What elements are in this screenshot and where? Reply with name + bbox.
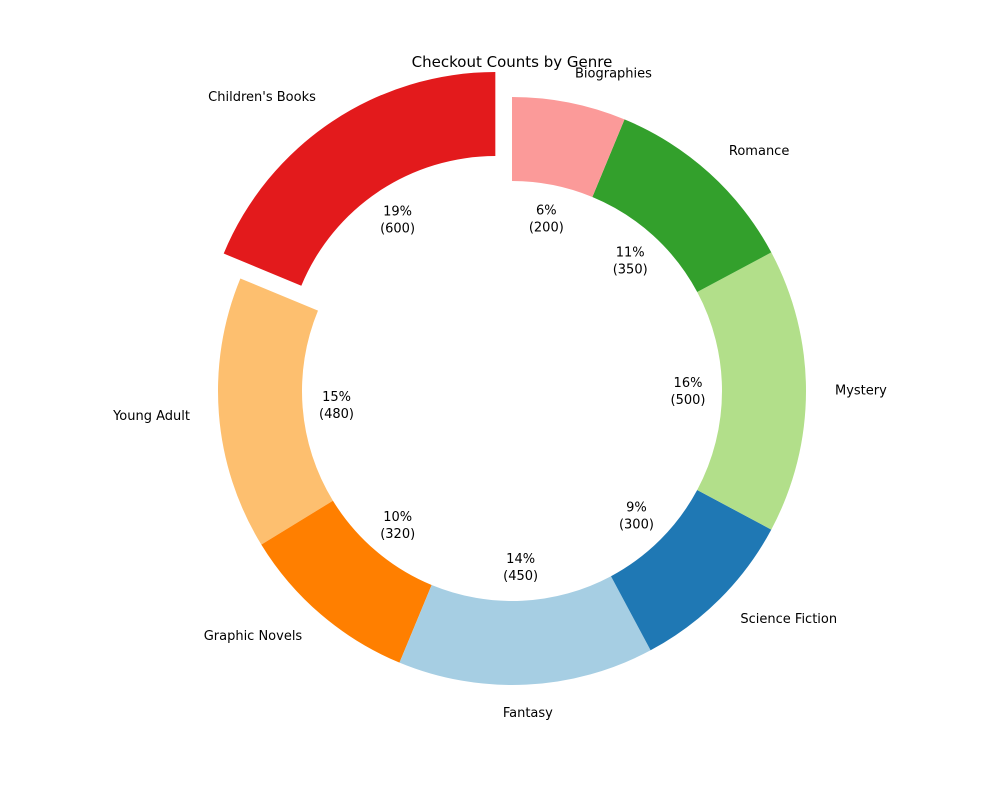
slice-mystery — [697, 252, 806, 530]
count-value: (350) — [613, 263, 648, 278]
category-label-romance: Romance — [729, 144, 789, 159]
count-value: (300) — [619, 517, 654, 532]
slices-layer — [218, 72, 806, 685]
category-label-fantasy: Fantasy — [503, 706, 553, 721]
slice-graphic-novels — [261, 500, 432, 663]
pct-label-science-fiction: 9% (300) — [619, 500, 654, 532]
count-value: (320) — [380, 527, 415, 542]
category-label-graphic-novels: Graphic Novels — [204, 629, 303, 644]
pct-label-romance: 11% (350) — [613, 246, 648, 278]
slice-children-s-books — [223, 72, 496, 286]
slice-romance — [592, 119, 772, 293]
count-value: (200) — [529, 220, 564, 235]
pct-value: 19% — [383, 205, 412, 220]
pct-label-young-adult: 15% (480) — [319, 390, 354, 422]
pct-value: 10% — [383, 510, 412, 525]
category-label-science-fiction: Science Fiction — [740, 612, 837, 627]
slice-science-fiction — [610, 489, 772, 651]
slice-young-adult — [218, 278, 333, 545]
pct-label-mystery: 16% (500) — [671, 376, 706, 408]
pct-value: 11% — [616, 246, 645, 261]
pct-value: 15% — [322, 390, 351, 405]
count-value: (480) — [319, 407, 354, 422]
labels-layer: Children's Books 19% (600) Young Adult 15% (4… — [112, 67, 887, 721]
slice-fantasy — [399, 576, 651, 685]
pct-label-graphic-novels: 10% (320) — [380, 510, 415, 542]
pct-label-biographies: 6% (200) — [529, 203, 564, 235]
category-label-mystery: Mystery — [835, 384, 887, 399]
pct-value: 14% — [506, 552, 535, 567]
category-label-young-adult: Young Adult — [112, 409, 190, 424]
count-value: (450) — [503, 569, 538, 584]
category-label-biographies: Biographies — [575, 67, 652, 82]
category-label-children-s-books: Children's Books — [208, 90, 316, 105]
pct-value: 6% — [536, 203, 557, 218]
chart-title: Checkout Counts by Genre — [412, 53, 613, 71]
pct-value: 9% — [626, 500, 647, 515]
count-value: (600) — [380, 222, 415, 237]
pct-value: 16% — [674, 376, 703, 391]
pct-label-fantasy: 14% (450) — [503, 552, 538, 584]
slice-biographies — [512, 97, 625, 197]
count-value: (500) — [671, 393, 706, 408]
pct-label-children-s-books: 19% (600) — [380, 205, 415, 237]
